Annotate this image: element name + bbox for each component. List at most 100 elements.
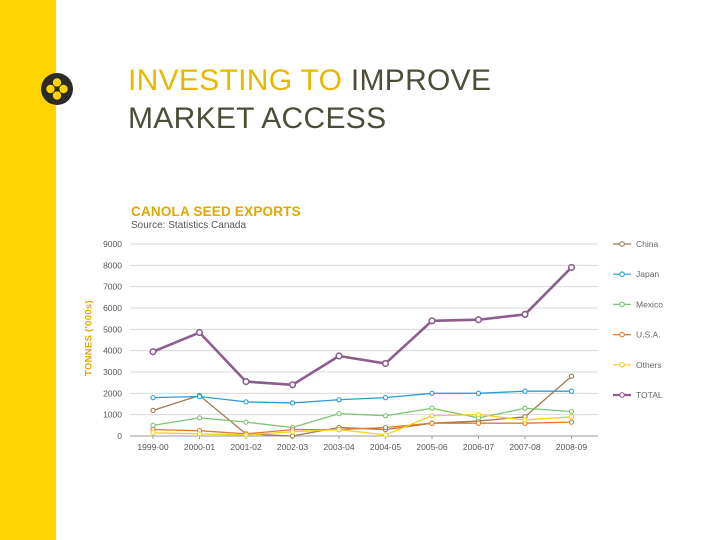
data-point bbox=[382, 413, 389, 419]
data-point bbox=[289, 429, 296, 435]
legend-swatch-marker bbox=[619, 271, 625, 278]
y-tick-label: 5000 bbox=[103, 324, 122, 334]
y-tick-label: 3000 bbox=[103, 367, 122, 377]
legend-label: China bbox=[636, 239, 658, 249]
legend-label: Others bbox=[636, 360, 662, 370]
series-others bbox=[150, 412, 575, 438]
series-line bbox=[152, 407, 572, 429]
data-point bbox=[150, 394, 156, 401]
x-tick-label: 1999-00 bbox=[137, 442, 168, 452]
data-point bbox=[382, 432, 389, 438]
slide-title-accent: INVESTING TO bbox=[128, 64, 343, 97]
legend-item: U.S.A. bbox=[613, 330, 661, 340]
y-tick-label: 7000 bbox=[103, 282, 122, 292]
legend-swatch-marker bbox=[619, 331, 625, 338]
data-point bbox=[522, 388, 528, 394]
series-layer bbox=[149, 263, 576, 439]
x-tick-label: 2000-01 bbox=[184, 442, 215, 452]
x-tick-label: 2002-03 bbox=[277, 442, 308, 452]
data-point bbox=[428, 317, 436, 325]
slide-title: INVESTING TO IMPROVE MARKET ACCESS bbox=[128, 62, 491, 138]
data-point bbox=[150, 430, 156, 436]
legend-swatch-marker bbox=[619, 241, 625, 247]
legend-item: TOTAL bbox=[613, 390, 663, 400]
x-tick-label: 2006-07 bbox=[463, 442, 494, 452]
axis-layer: 0 1000 2000 3000 4000 5000 6000 7000 8000 9000 199… bbox=[103, 239, 598, 452]
data-point bbox=[568, 419, 575, 425]
legend-swatch-marker bbox=[619, 301, 625, 308]
data-point bbox=[429, 405, 435, 411]
legend-item: Others bbox=[613, 360, 662, 370]
data-point bbox=[243, 432, 249, 438]
y-tick-label: 0 bbox=[117, 431, 122, 441]
series-line bbox=[152, 414, 572, 436]
data-point bbox=[475, 390, 482, 396]
data-point bbox=[429, 413, 435, 419]
data-point bbox=[288, 381, 297, 389]
series-japan bbox=[150, 388, 575, 406]
data-point bbox=[522, 417, 528, 423]
series-mexico bbox=[150, 405, 575, 431]
legend-label: Japan bbox=[636, 269, 659, 279]
data-point bbox=[475, 412, 482, 418]
legend-label: TOTAL bbox=[636, 390, 663, 400]
data-point bbox=[382, 424, 389, 431]
x-tick-label: 2001-02 bbox=[230, 442, 261, 452]
data-point bbox=[382, 394, 389, 401]
chart-subtitle: Source: Statistics Canada bbox=[131, 220, 247, 231]
y-tick-label: 4000 bbox=[103, 346, 122, 356]
chart-title: CANOLA SEED EXPORTS bbox=[131, 204, 301, 219]
data-point bbox=[150, 407, 156, 414]
y-tick-label: 6000 bbox=[103, 303, 122, 313]
x-tick-label: 2008-09 bbox=[556, 442, 587, 452]
y-tick-label: 1000 bbox=[103, 410, 122, 420]
data-point bbox=[150, 422, 156, 428]
data-point bbox=[195, 328, 204, 337]
data-point bbox=[568, 388, 575, 394]
legend-label: U.S.A. bbox=[636, 330, 661, 340]
series-line bbox=[152, 375, 572, 437]
series-line bbox=[152, 390, 572, 404]
legend-layer: China Japan Mexico U.S.A. Others TOTAL bbox=[613, 239, 663, 400]
x-tick-label: 2007-08 bbox=[509, 442, 540, 452]
legend-swatch-marker bbox=[619, 361, 625, 368]
legend-item: China bbox=[613, 239, 658, 249]
x-tick-label: 2005-06 bbox=[416, 442, 447, 452]
data-point bbox=[336, 410, 342, 417]
data-point bbox=[568, 408, 575, 415]
series-total bbox=[149, 263, 576, 389]
data-point bbox=[196, 431, 203, 437]
legend-swatch-marker bbox=[619, 392, 625, 398]
legend-label: Mexico bbox=[636, 299, 663, 309]
y-tick-label: 8000 bbox=[103, 260, 122, 270]
data-point bbox=[568, 373, 575, 379]
data-point bbox=[196, 415, 203, 421]
data-point bbox=[475, 420, 482, 426]
data-point bbox=[242, 378, 250, 386]
data-point bbox=[149, 348, 157, 356]
data-point bbox=[289, 433, 296, 439]
flower-logo-icon bbox=[41, 73, 73, 105]
data-point bbox=[567, 263, 576, 272]
data-point bbox=[381, 359, 390, 368]
data-point bbox=[335, 352, 343, 360]
data-point bbox=[336, 426, 342, 433]
legend-item: Japan bbox=[613, 269, 659, 279]
data-point bbox=[243, 399, 249, 405]
series-line bbox=[152, 421, 572, 435]
data-point bbox=[568, 414, 575, 420]
data-point bbox=[289, 400, 296, 406]
data-point bbox=[474, 316, 483, 324]
data-point bbox=[243, 419, 249, 425]
series-line bbox=[152, 266, 573, 387]
y-tick-label: 2000 bbox=[103, 388, 122, 398]
x-tick-label: 2004-05 bbox=[370, 442, 401, 452]
data-point bbox=[196, 393, 203, 400]
data-point bbox=[522, 405, 528, 411]
data-point bbox=[429, 390, 435, 396]
legend-item: Mexico bbox=[613, 299, 663, 309]
data-point bbox=[429, 420, 435, 426]
slide-title-line2: MARKET ACCESS bbox=[128, 102, 387, 135]
data-point bbox=[521, 310, 529, 319]
